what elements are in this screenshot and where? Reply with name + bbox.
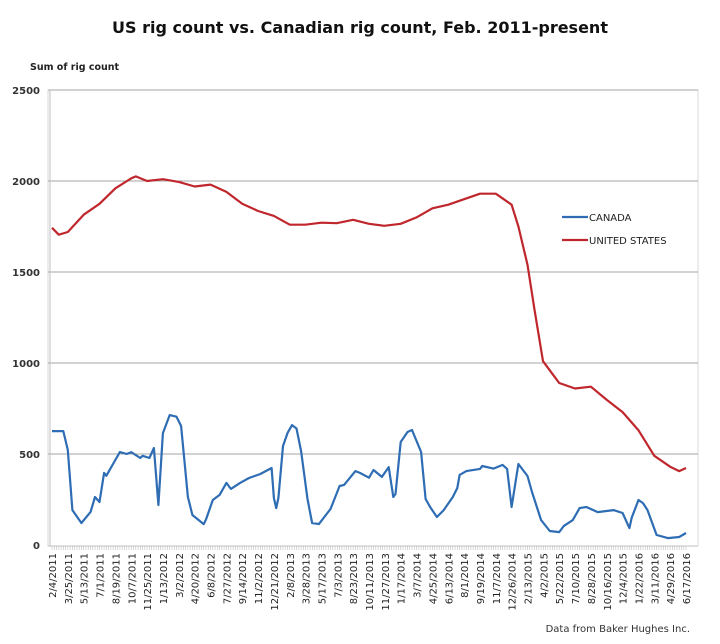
chart-title: US rig count vs. Canadian rig count, Feb… bbox=[112, 18, 608, 37]
x-tick-label: 4/20/2012 bbox=[191, 553, 202, 604]
x-tick-label: 7/27/2012 bbox=[222, 553, 233, 604]
series-line-united-states bbox=[51, 175, 687, 473]
legend: CANADA UNITED STATES bbox=[562, 213, 667, 247]
x-tick-label: 1/17/2014 bbox=[397, 553, 408, 604]
series-line-canada bbox=[52, 414, 687, 540]
x-tick-label: 1/13/2012 bbox=[159, 553, 170, 604]
y-tick-label: 1000 bbox=[12, 359, 40, 370]
y-tick-label: 2500 bbox=[12, 86, 40, 97]
y-tick-label: 0 bbox=[33, 541, 40, 552]
x-tick-label: 7/1/2011 bbox=[96, 553, 107, 598]
x-tick-label: 4/2/2015 bbox=[539, 553, 550, 598]
x-tick-label: 8/28/2015 bbox=[587, 553, 598, 604]
x-tick-label: 5/22/2015 bbox=[555, 553, 566, 604]
x-tick-label: 6/17/2016 bbox=[682, 553, 693, 604]
x-tick-label: 4/29/2016 bbox=[666, 553, 677, 604]
x-tick-label: 2/13/2015 bbox=[524, 553, 535, 604]
x-tick-label: 12/4/2015 bbox=[619, 553, 630, 604]
x-tick-label: 7/10/2015 bbox=[571, 553, 582, 604]
plot-area bbox=[47, 89, 699, 547]
x-tick-label: 6/13/2014 bbox=[444, 553, 455, 604]
x-tick-label: 10/7/2011 bbox=[127, 553, 138, 604]
y-axis-label: Sum of rig count bbox=[30, 62, 120, 73]
x-tick-label: 11/27/2013 bbox=[381, 553, 392, 611]
y-tick-label: 1500 bbox=[12, 268, 40, 279]
x-tick-label: 1/22/2016 bbox=[634, 553, 645, 604]
x-tick-label: 8/23/2013 bbox=[349, 553, 360, 604]
x-tick-label: 11/25/2011 bbox=[143, 553, 154, 611]
x-tick-label: 10/16/2015 bbox=[603, 553, 614, 611]
x-tick-label: 5/17/2013 bbox=[317, 553, 328, 604]
x-tick-label: 6/8/2012 bbox=[207, 553, 218, 598]
legend-label: UNITED STATES bbox=[589, 236, 667, 247]
y-tick-label: 500 bbox=[19, 450, 40, 461]
x-tick-label: 2/4/2011 bbox=[48, 553, 59, 598]
x-tick-label: 12/21/2012 bbox=[270, 553, 281, 611]
x-tick-label: 5/13/2011 bbox=[80, 553, 91, 604]
x-tick-label: 10/11/2013 bbox=[365, 553, 376, 611]
x-tick-label: 2/8/2013 bbox=[286, 553, 297, 598]
x-tick-label: 3/7/2014 bbox=[413, 553, 424, 598]
x-tick-label: 3/2/2012 bbox=[175, 553, 186, 598]
x-tick-label: 4/25/2014 bbox=[428, 553, 439, 604]
x-tick-label: 12/26/2014 bbox=[508, 553, 519, 611]
x-tick-label: 3/25/2011 bbox=[64, 553, 75, 604]
legend-label: CANADA bbox=[589, 213, 632, 224]
x-tick-label: 8/1/2014 bbox=[460, 553, 471, 598]
x-tick-label: 7/3/2013 bbox=[333, 553, 344, 598]
x-tick-label: 11/7/2014 bbox=[492, 553, 503, 604]
x-tick-label: 11/2/2012 bbox=[254, 553, 265, 604]
x-tick-label: 3/11/2016 bbox=[650, 553, 661, 604]
y-tick-label: 2000 bbox=[12, 177, 40, 188]
footnote: Data from Baker Hughes Inc. bbox=[546, 624, 690, 635]
x-tick-label: 9/19/2014 bbox=[476, 553, 487, 604]
x-tick-label: 3/28/2013 bbox=[302, 553, 313, 604]
x-tick-label: 8/19/2011 bbox=[111, 553, 122, 604]
x-tick-label: 9/14/2012 bbox=[238, 553, 249, 604]
